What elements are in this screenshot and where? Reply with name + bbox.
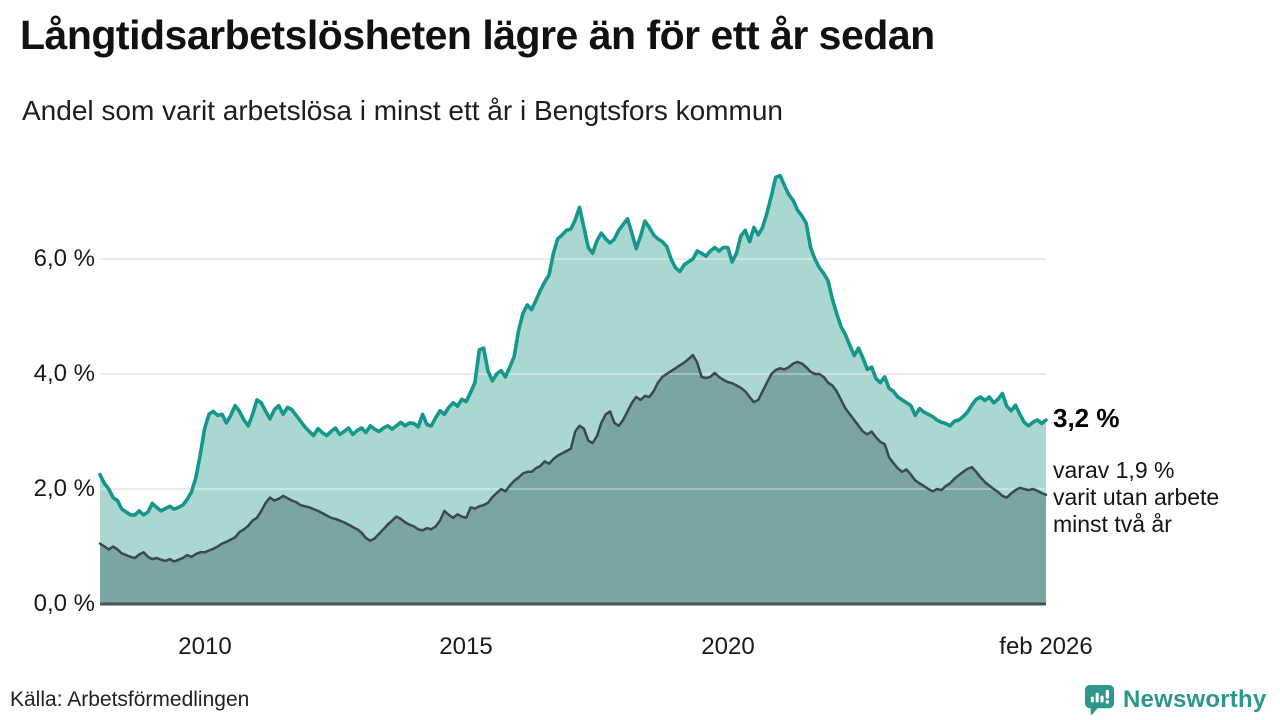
y-tick-0: 0,0 % <box>33 590 95 617</box>
newsworthy-logo: Newsworthy <box>1084 684 1266 715</box>
x-tick-feb-2026: feb 2026 <box>999 633 1093 660</box>
newsworthy-logo-text: Newsworthy <box>1123 685 1267 713</box>
area-two-years <box>100 355 1046 604</box>
line-total <box>98 173 1048 517</box>
end-note-line-3: minst två år <box>1053 511 1172 537</box>
end-note: varav 1,9 % varit utan arbete minst två … <box>1053 457 1219 538</box>
x-tick-2015: 2015 <box>439 633 493 660</box>
end-note-line-2: varit utan arbete <box>1053 484 1220 510</box>
page-title: Långtidsarbetslösheten lägre än för ett … <box>20 12 935 58</box>
y-tick-2: 2,0 % <box>33 475 95 502</box>
chart-subtitle: Andel som varit arbetslösa i minst ett å… <box>22 95 783 126</box>
x-tick-2020: 2020 <box>701 633 755 660</box>
source-label: Källa: Arbetsförmedlingen <box>10 688 250 711</box>
x-tick-2010: 2010 <box>178 633 232 660</box>
line-two-years <box>98 353 1048 563</box>
end-note-line-1: varav 1,9 % <box>1053 457 1175 483</box>
y-tick-4: 4,0 % <box>33 360 95 387</box>
newsworthy-speech-bubble-icon <box>1084 684 1115 715</box>
y-tick-6: 6,0 % <box>33 245 95 272</box>
end-value-label: 3,2 % <box>1053 403 1120 433</box>
